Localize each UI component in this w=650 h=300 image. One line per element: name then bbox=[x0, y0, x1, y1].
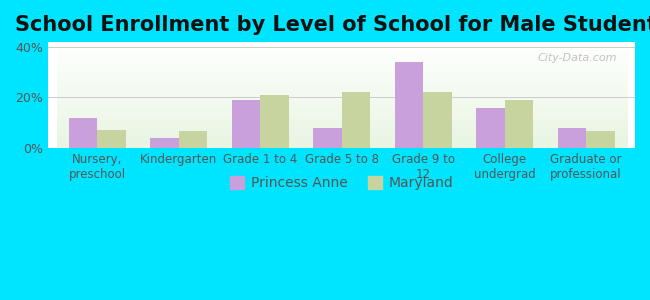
Bar bbox=[342, 92, 370, 148]
Legend: Princess Anne, Maryland: Princess Anne, Maryland bbox=[224, 171, 460, 196]
Bar bbox=[179, 131, 207, 148]
Bar bbox=[98, 130, 126, 148]
Bar bbox=[476, 108, 504, 148]
Bar bbox=[423, 92, 452, 148]
Bar bbox=[586, 131, 615, 148]
Bar bbox=[69, 118, 97, 148]
Bar bbox=[558, 128, 586, 148]
Bar bbox=[260, 95, 289, 148]
Bar bbox=[313, 128, 342, 148]
Bar bbox=[504, 100, 533, 148]
Bar bbox=[150, 138, 179, 148]
Bar bbox=[395, 62, 423, 148]
Bar bbox=[232, 100, 260, 148]
Text: City-Data.com: City-Data.com bbox=[538, 53, 617, 63]
Title: School Enrollment by Level of School for Male Students: School Enrollment by Level of School for… bbox=[14, 15, 650, 35]
